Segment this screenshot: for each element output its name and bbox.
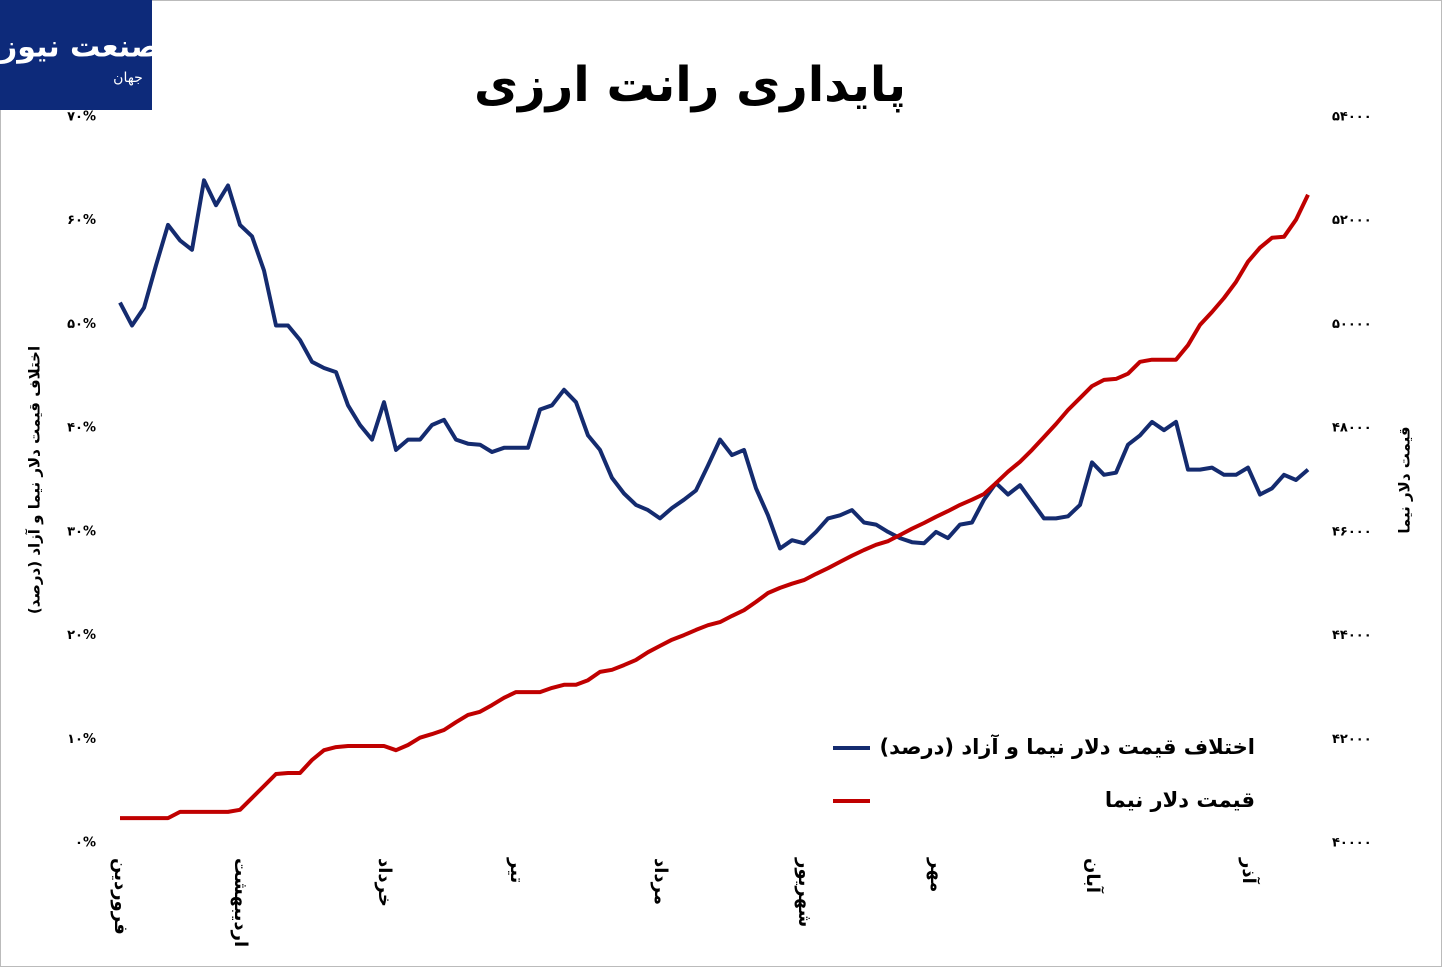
y-axis-title: اختلاف قیمت دلار نیما و آزاد (درصد) (26, 346, 44, 614)
legend-label: قیمت دلار نیما (1105, 788, 1255, 812)
legend-label: اختلاف قیمت دلار نیما و آزاد (درصد) (880, 734, 1255, 759)
x-tick-label: فروردین (110, 858, 131, 935)
logo-main: صنعت نیوز (0, 30, 160, 65)
x-tick-label: مرداد (650, 858, 671, 905)
y-tick-label: ۷۰% (67, 110, 96, 125)
logo-box (0, 0, 152, 110)
x-tick-label: خرداد (374, 858, 395, 907)
y2-tick-label: ۴۲۰۰۰ (1332, 732, 1372, 747)
y-tick-label: ۳۰% (67, 524, 96, 539)
x-tick-label: شهریور (794, 857, 815, 927)
y2-tick-label: ۵۴۰۰۰ (1332, 110, 1372, 125)
x-tick-label: آبان (1082, 858, 1105, 894)
y2-tick-label: ۵۲۰۰۰ (1332, 213, 1372, 228)
y-tick-label: ۲۰% (67, 628, 96, 643)
logo: صنعت نیوز جهان (0, 0, 160, 110)
y2-axis-title: قیمت دلار نیما (1396, 426, 1414, 533)
y-tick-label: ۶۰% (67, 213, 96, 228)
y2-tick-label: ۵۰۰۰۰ (1332, 317, 1372, 332)
y2-tick-label: ۴۴۰۰۰ (1332, 628, 1372, 643)
y-tick-label: ۰% (75, 836, 96, 851)
series-line (120, 193, 1310, 821)
y2-tick-label: ۴۶۰۰۰ (1332, 524, 1372, 539)
y-tick-label: ۱۰% (67, 732, 96, 747)
series-line (118, 178, 1310, 551)
chart-title: پایداری رانت ارزی (474, 57, 906, 113)
x-tick-label: آذر (1238, 857, 1261, 885)
y2-tick-label: ۴۸۰۰۰ (1332, 421, 1372, 436)
y-tick-label: ۴۰% (67, 421, 96, 436)
y2-tick-label: ۴۰۰۰۰ (1332, 836, 1372, 851)
x-tick-label: مهر (926, 857, 947, 892)
x-tick-label: تیر (506, 857, 527, 883)
y-tick-label: ۵۰% (67, 317, 96, 332)
x-tick-label: اردیبهشت (230, 858, 251, 947)
logo-sub: جهان (113, 70, 143, 86)
